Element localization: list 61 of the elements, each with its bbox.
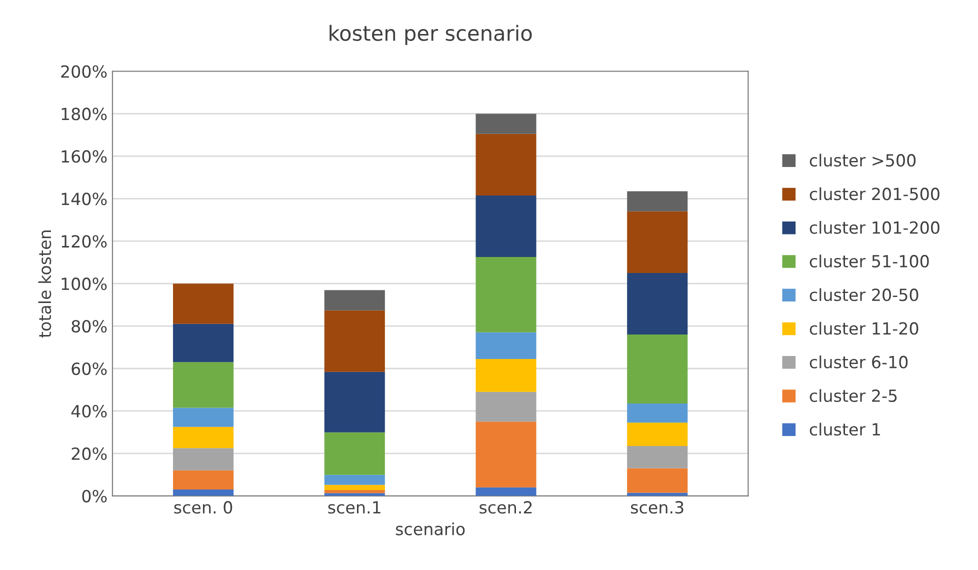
bar [324,372,385,432]
y-tick-label: 60% [72,362,107,376]
bar [627,422,688,446]
y-tick-label: 80% [72,320,107,333]
bar [476,422,536,488]
x-tick-label: scen. 0 [174,501,232,514]
bar [173,470,234,490]
legend-label: cluster 1 [810,422,880,436]
bar [324,490,385,494]
legend-label: cluster 2-5 [810,389,897,402]
y-tick-label: 40% [71,404,107,418]
bar [476,114,536,134]
bar [476,134,536,196]
legend-label: cluster >500 [810,154,916,167]
x-tick-label: scen.2 [480,501,532,514]
y-tick-label: 0% [82,490,107,502]
legend-label: cluster 11-20 [810,322,918,335]
legend-label: cluster 101-200 [810,220,940,234]
bar [627,334,688,404]
x-tick-label: scen.3 [630,501,684,514]
bar [173,408,234,427]
bar [476,358,536,392]
bar [173,324,234,362]
bar [627,446,688,468]
chart-title: kosten per scenario [330,24,532,46]
bar [627,404,688,423]
x-tick-label: scen.1 [328,501,380,514]
bar [476,332,536,359]
bar [324,290,385,310]
bar [627,272,688,335]
x-axis-title: scenario [396,522,465,536]
bar [324,474,385,485]
bar [324,432,385,475]
bar [173,448,234,470]
bar [627,211,688,273]
bar [173,490,234,496]
bar [324,310,385,372]
bar [627,492,688,496]
y-tick-label: 20% [72,447,107,460]
bar [324,484,385,490]
bar [173,284,234,324]
bar [476,487,536,496]
bar [324,493,385,496]
bar [173,362,234,408]
y-axis-title: totale kosten [38,230,52,338]
bar [476,195,536,258]
y-tick-label: 140% [62,192,107,206]
y-tick-label: 160% [62,150,107,163]
bar [476,392,536,422]
y-tick-label: 100% [62,278,107,290]
legend-label: cluster 20-50 [810,288,918,302]
legend-label: cluster 6-10 [810,356,908,368]
y-tick-label: 200% [61,65,107,78]
bar [627,191,688,212]
y-tick-label: 120% [62,235,107,248]
bar [476,257,536,332]
bar [627,468,688,493]
legend-label: cluster 201-500 [810,187,940,200]
bar [173,426,234,448]
legend-label: cluster 51-100 [810,254,929,268]
y-tick-label: 180% [62,108,107,120]
